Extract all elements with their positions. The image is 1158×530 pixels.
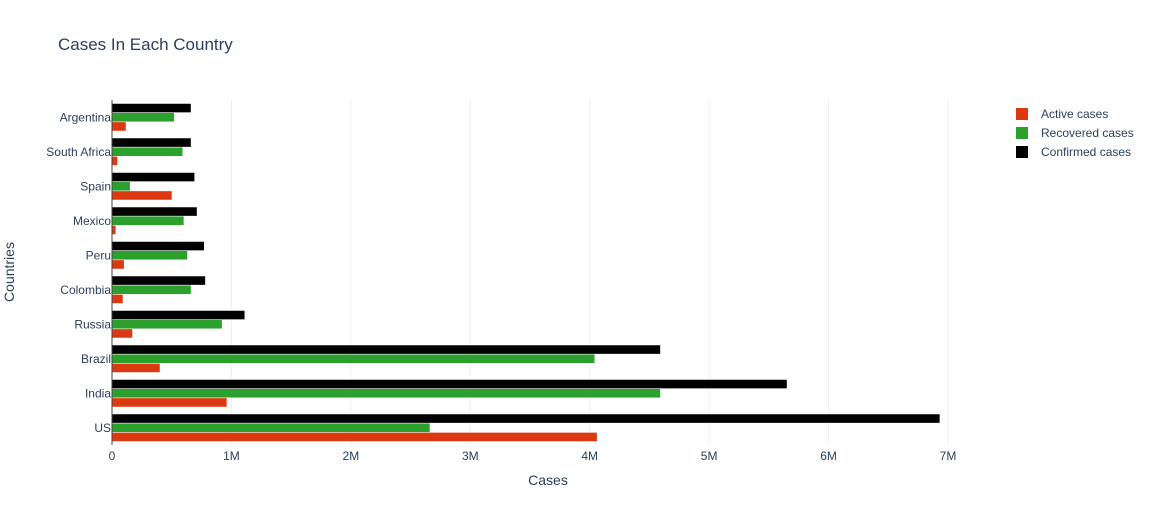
legend-item-recovered-cases[interactable]: Recovered cases — [1016, 126, 1134, 140]
bar-active-cases-us[interactable] — [112, 432, 597, 442]
y-tick-label: Brazil — [81, 352, 111, 366]
axes: 0 1M 2M 3M 4M 5M 6M 7M US India Brazil Russia Colomb… — [46, 100, 956, 463]
x-tick-label: 3M — [462, 449, 479, 463]
bar-active-cases-mexico[interactable] — [112, 225, 116, 235]
bar-confirmed-cases-argentina[interactable] — [112, 103, 191, 113]
bar-confirmed-cases-south-africa[interactable] — [112, 138, 191, 147]
y-tick-label: US — [94, 421, 111, 435]
bar-active-cases-argentina[interactable] — [112, 122, 126, 131]
x-axis-title: Cases — [528, 472, 568, 488]
bar-recovered-cases-russia[interactable] — [112, 319, 222, 329]
bar-recovered-cases-argentina[interactable] — [112, 112, 175, 122]
y-tick-label: South Africa — [46, 145, 111, 159]
legend-item-active-cases[interactable]: Active cases — [1016, 107, 1108, 121]
bar-recovered-cases-brazil[interactable] — [112, 354, 595, 364]
bar-recovered-cases-south-africa[interactable] — [112, 147, 183, 157]
y-tick-label: Argentina — [60, 110, 112, 124]
x-tick-label: 1M — [223, 449, 240, 463]
bar-recovered-cases-colombia[interactable] — [112, 285, 191, 295]
legend-item-confirmed-cases[interactable]: Confirmed cases — [1016, 145, 1131, 159]
x-tick-label: 2M — [343, 449, 360, 463]
y-tick-label: Colombia — [60, 283, 111, 297]
bar-confirmed-cases-brazil[interactable] — [112, 345, 661, 354]
bar-active-cases-colombia[interactable] — [112, 294, 123, 304]
x-tick-label: 5M — [701, 449, 718, 463]
y-tick-label: India — [85, 386, 111, 400]
bar-active-cases-india[interactable] — [112, 398, 227, 407]
x-tick-label: 6M — [820, 449, 837, 463]
bar-active-cases-spain[interactable] — [112, 191, 172, 200]
y-tick-label: Peru — [86, 248, 111, 262]
legend[interactable]: Active cases Recovered cases Confirmed cas… — [1016, 107, 1134, 159]
y-tick-label: Spain — [80, 179, 111, 193]
legend-label: Active cases — [1041, 107, 1108, 121]
x-tick-label: 0 — [109, 449, 116, 463]
bar-recovered-cases-spain[interactable] — [112, 181, 130, 191]
y-axis-title: Countries — [1, 242, 17, 302]
bar-recovered-cases-peru[interactable] — [112, 250, 188, 260]
bar-confirmed-cases-india[interactable] — [112, 379, 787, 389]
legend-swatch — [1016, 108, 1028, 120]
bar-active-cases-brazil[interactable] — [112, 363, 160, 373]
bar-active-cases-russia[interactable] — [112, 329, 133, 338]
bar-active-cases-peru[interactable] — [112, 260, 124, 269]
bar-confirmed-cases-colombia[interactable] — [112, 276, 206, 285]
legend-swatch — [1016, 146, 1028, 158]
legend-label: Recovered cases — [1041, 126, 1134, 140]
x-tick-label: 4M — [581, 449, 598, 463]
bar-confirmed-cases-russia[interactable] — [112, 310, 245, 320]
y-tick-label: Mexico — [73, 214, 111, 228]
x-tick-label: 7M — [940, 449, 957, 463]
bar-confirmed-cases-spain[interactable] — [112, 172, 195, 182]
legend-swatch — [1016, 127, 1028, 139]
y-tick-label: Russia — [74, 317, 111, 331]
bar-active-cases-south-africa[interactable] — [112, 156, 118, 166]
gridlines — [230, 100, 949, 445]
bar-confirmed-cases-peru[interactable] — [112, 241, 204, 251]
bar-confirmed-cases-mexico[interactable] — [112, 207, 197, 216]
bar-recovered-cases-us[interactable] — [112, 423, 430, 433]
bar-recovered-cases-mexico[interactable] — [112, 216, 184, 226]
legend-label: Confirmed cases — [1041, 145, 1131, 159]
bar-confirmed-cases-us[interactable] — [112, 414, 940, 423]
bars — [112, 103, 940, 442]
bar-recovered-cases-india[interactable] — [112, 388, 661, 398]
chart-title: Cases In Each Country — [58, 35, 233, 54]
